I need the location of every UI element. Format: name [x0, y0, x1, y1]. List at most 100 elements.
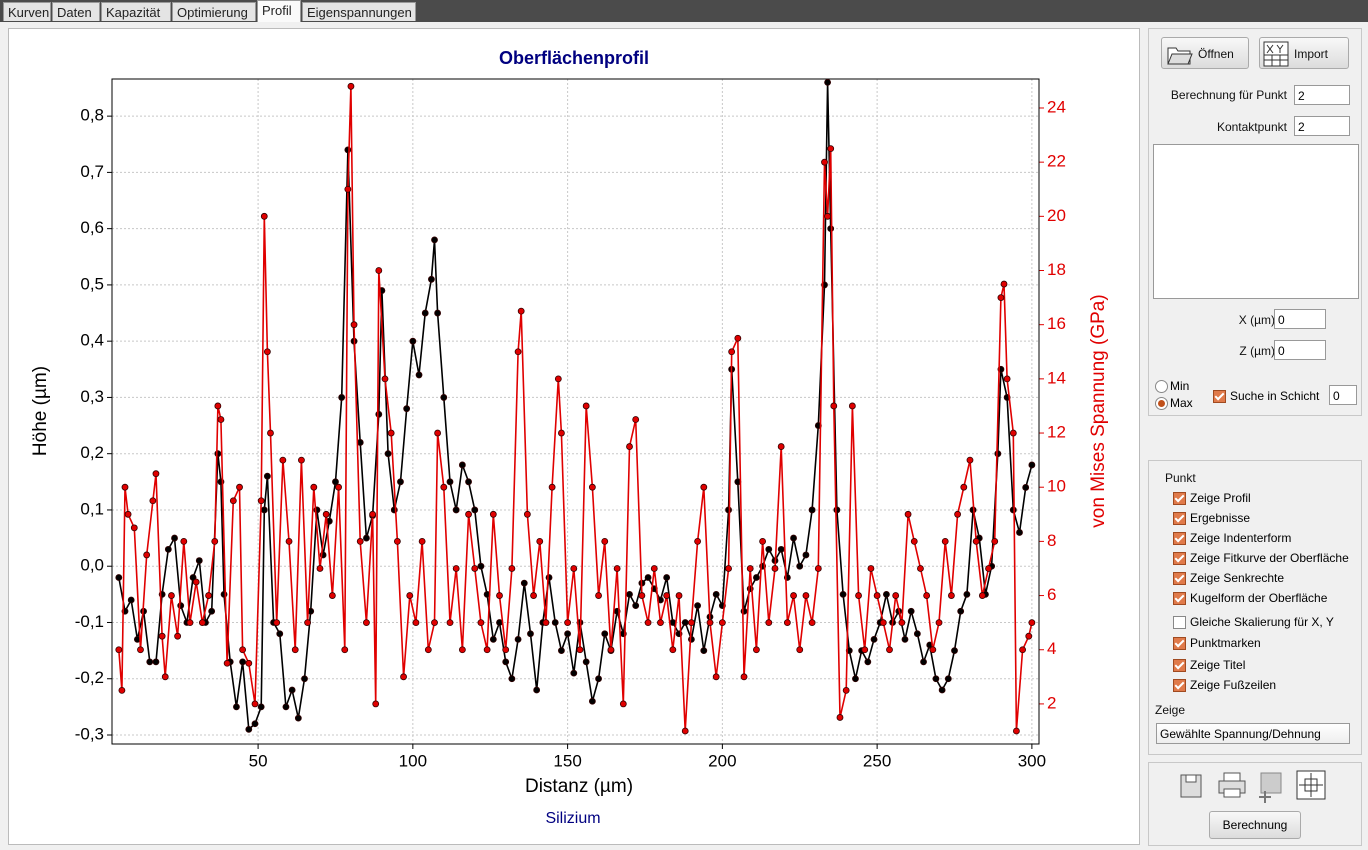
tab[interactable]: Kurven: [3, 2, 51, 21]
checkbox[interactable]: Zeige Profil: [1173, 491, 1251, 507]
point: [1019, 646, 1026, 654]
checkbox[interactable]: Suche in Schicht: [1213, 389, 1319, 405]
checkbox[interactable]: Gleiche Skalierung für X, Y: [1173, 615, 1334, 631]
point: [821, 158, 828, 166]
point: [124, 510, 132, 518]
point: [393, 537, 401, 545]
y2-tick-label: 24: [1047, 97, 1066, 116]
point: [920, 658, 927, 666]
point: [527, 630, 534, 638]
point: [991, 537, 999, 545]
import-button[interactable]: Import: [1259, 37, 1349, 69]
checkbox[interactable]: Zeige Indenterform: [1173, 531, 1291, 547]
point: [963, 590, 971, 598]
point: [239, 658, 247, 666]
dropdown[interactable]: Gewählte Spannung/Dehnung: [1156, 723, 1350, 744]
point: [421, 309, 429, 317]
point: [214, 402, 222, 410]
point: [465, 478, 472, 486]
point: [913, 630, 921, 638]
point: [601, 630, 609, 638]
y-tick-label: 0,2: [80, 443, 104, 462]
point: [852, 675, 859, 683]
checkbox[interactable]: Zeige Titel: [1173, 658, 1245, 674]
point: [508, 675, 516, 683]
point: [570, 565, 578, 572]
checkbox[interactable]: Kugelform der Oberfläche: [1173, 591, 1327, 607]
spin-input[interactable]: 2: [1294, 85, 1350, 105]
point: [387, 429, 395, 437]
point: [644, 619, 652, 627]
save-icon[interactable]: [1180, 774, 1202, 798]
point: [941, 537, 949, 545]
y2-tick-label: 12: [1047, 423, 1066, 442]
point: [356, 537, 364, 545]
calc-button[interactable]: Berechnung: [1209, 811, 1301, 839]
point: [570, 669, 578, 677]
point: [864, 658, 872, 666]
point: [929, 646, 937, 654]
checkbox[interactable]: Zeige Senkrechte: [1173, 571, 1284, 587]
zoom-icon[interactable]: [1296, 770, 1326, 800]
tab[interactable]: Daten: [52, 2, 100, 21]
point: [688, 635, 695, 643]
point: [403, 405, 411, 413]
point: [582, 658, 590, 666]
point: [700, 647, 708, 655]
spin-input[interactable]: 0: [1329, 385, 1357, 405]
edit-icon[interactable]: [1259, 772, 1282, 803]
tab[interactable]: Profil: [257, 0, 301, 22]
point: [458, 646, 466, 654]
point: [542, 619, 550, 627]
open-button[interactable]: Öffnen: [1161, 37, 1249, 69]
radio[interactable]: Max: [1155, 396, 1193, 410]
text-input[interactable]: 0: [1274, 340, 1326, 360]
y2-tick-label: 18: [1047, 260, 1066, 279]
point: [397, 478, 404, 486]
point: [694, 602, 702, 609]
point: [245, 659, 253, 667]
y-tick-label: 0,5: [80, 274, 104, 293]
point: [632, 602, 640, 609]
point: [830, 402, 838, 410]
checkbox[interactable]: Punktmarken: [1173, 636, 1261, 652]
point: [790, 534, 797, 542]
point: [765, 619, 773, 627]
point: [344, 185, 352, 193]
checkbox[interactable]: Zeige Fußzeilen: [1173, 678, 1276, 694]
point: [192, 578, 200, 586]
point: [152, 470, 160, 478]
point: [146, 658, 154, 666]
point: [251, 720, 259, 728]
point: [582, 402, 590, 410]
point: [808, 619, 816, 627]
tab[interactable]: Optimierung: [172, 2, 256, 21]
text-input[interactable]: 0: [1274, 309, 1326, 329]
options-panel: Punkt Zeige Profil Ergebnisse Zeige Indent…: [1148, 460, 1362, 755]
series-line: [118, 86, 1033, 732]
point: [783, 619, 791, 627]
point: [790, 592, 797, 599]
point: [214, 450, 222, 458]
tab[interactable]: Eigenspannungen: [302, 2, 416, 21]
point: [384, 450, 392, 458]
text-input[interactable]: 2: [1294, 116, 1350, 136]
point: [304, 619, 312, 627]
point: [335, 483, 342, 491]
print-icon[interactable]: [1218, 772, 1246, 798]
point: [935, 619, 943, 627]
point: [836, 714, 844, 721]
tab[interactable]: Kapazität: [101, 2, 171, 21]
label: Zeige: [1155, 703, 1186, 717]
checkbox[interactable]: Ergebnisse: [1173, 511, 1250, 527]
point: [734, 334, 742, 342]
point: [239, 646, 247, 654]
point: [650, 565, 658, 572]
y2-tick-label: 16: [1047, 314, 1066, 333]
checkbox[interactable]: Zeige Fitkurve der Oberfläche: [1173, 551, 1349, 567]
point: [827, 225, 835, 233]
point: [558, 647, 565, 655]
radio[interactable]: Min: [1155, 379, 1189, 393]
point: [533, 686, 541, 694]
point: [545, 574, 553, 581]
